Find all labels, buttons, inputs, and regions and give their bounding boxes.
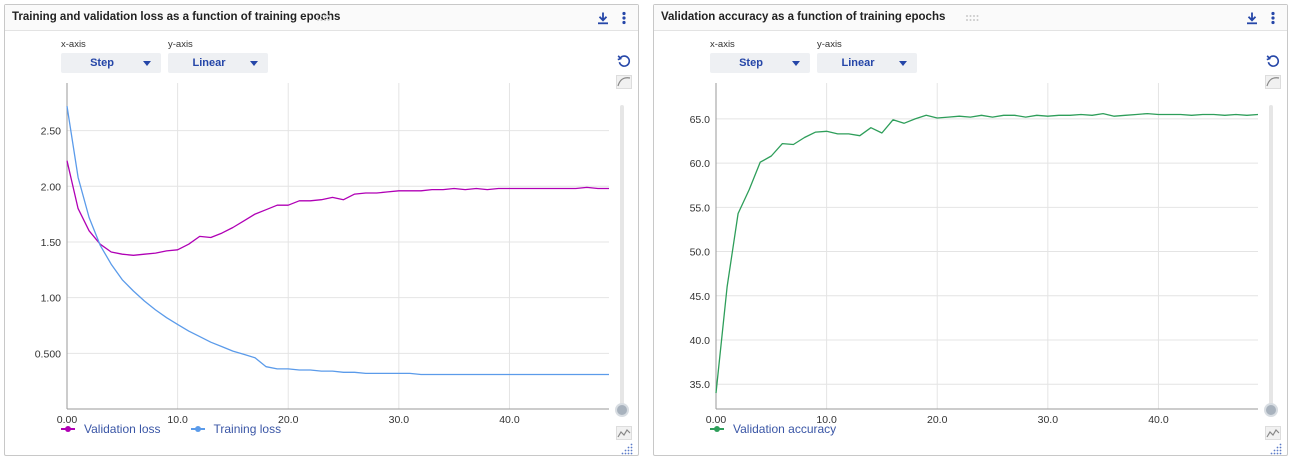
loss-chart-plot: 0.500 1.00 1.50 2.00 2.50 0.00 10.0 20.0 30.0 40.… — [35, 83, 609, 426]
x-tick-label: 10.0 — [816, 414, 837, 426]
y-tick-label: 60.0 — [690, 158, 711, 170]
reset-icon[interactable] — [616, 53, 632, 69]
x-axis-label: x-axis — [61, 39, 86, 50]
legend-swatch — [710, 424, 724, 434]
legend-label: Validation accuracy — [733, 422, 837, 436]
y-tick-label: 65.0 — [690, 114, 711, 126]
x-axis-select-value: Step — [739, 57, 763, 69]
x-axis-select-value: Step — [90, 57, 114, 69]
chart-mode-icon[interactable] — [616, 425, 632, 441]
y-tick-label: 50.0 — [690, 247, 711, 259]
caret-down-icon — [143, 61, 151, 66]
x-axis-select[interactable]: Step — [710, 53, 810, 73]
chart-legend: Validation accuracy — [710, 422, 836, 436]
x-tick-label: 40.0 — [499, 414, 520, 426]
y-axis-select[interactable]: Linear — [168, 53, 268, 73]
smoothing-slider-track[interactable] — [1269, 105, 1273, 410]
y-tick-label: 1.00 — [41, 293, 62, 305]
x-axis-label: x-axis — [710, 39, 735, 50]
loss-chart-panel: Training and validation loss as a functi… — [4, 4, 639, 456]
panel-header: Training and validation loss as a functi… — [5, 5, 638, 31]
smoothing-slider-thumb[interactable] — [1264, 403, 1278, 417]
y-tick-label: 2.50 — [41, 126, 62, 138]
legend-item-validation-loss[interactable]: Validation loss — [61, 422, 161, 436]
x-tick-label: 10.0 — [167, 414, 188, 426]
legend-item-validation-accuracy[interactable]: Validation accuracy — [710, 422, 836, 436]
series-line-validation-loss — [66, 160, 609, 256]
x-tick-label: 20.0 — [927, 414, 948, 426]
legend-swatch — [190, 424, 205, 434]
y-tick-label: 1.50 — [41, 237, 62, 249]
smoothing-icon[interactable] — [616, 74, 632, 90]
x-tick-label: 0.00 — [57, 414, 78, 426]
caret-down-icon — [792, 61, 800, 66]
drag-handle-icon[interactable] — [316, 9, 330, 21]
x-tick-label: 30.0 — [389, 414, 410, 426]
y-tick-label: 55.0 — [690, 202, 711, 214]
series-line-training-loss — [66, 106, 609, 376]
y-tick-label: 2.00 — [41, 181, 62, 193]
y-tick-label: 45.0 — [690, 291, 711, 303]
y-axis-label: y-axis — [817, 39, 842, 50]
legend-item-training-loss[interactable]: Training loss — [190, 422, 282, 436]
legend-swatch — [61, 424, 75, 434]
smoothing-slider-track[interactable] — [620, 105, 624, 410]
panel-header: Validation accuracy as a function of tra… — [654, 5, 1287, 31]
y-axis-select-value: Linear — [192, 57, 226, 69]
legend-label: Validation loss — [84, 422, 161, 436]
more-vert-icon[interactable] — [615, 9, 633, 27]
accuracy-chart-plot: 35.0 40.0 45.0 50.0 55.0 60.0 65.0 0.00 10.0 20.0… — [690, 83, 1259, 426]
series-line-validation-accuracy — [715, 112, 1259, 394]
y-tick-label: 35.0 — [690, 379, 711, 391]
drag-handle-icon[interactable] — [965, 9, 979, 21]
y-tick-label: 40.0 — [690, 335, 711, 347]
x-tick-label: 30.0 — [1038, 414, 1059, 426]
resize-icon[interactable] — [619, 441, 635, 457]
chart-legend: Validation loss Training loss — [61, 422, 281, 436]
panel-title: Training and validation loss as a functi… — [12, 11, 341, 23]
x-tick-label: 0.00 — [706, 414, 727, 426]
x-tick-label: 40.0 — [1148, 414, 1169, 426]
y-axis-select-value: Linear — [841, 57, 875, 69]
y-tick-label: 0.500 — [35, 348, 61, 360]
y-axis-select[interactable]: Linear — [817, 53, 917, 73]
caret-down-icon — [250, 61, 258, 66]
chart-mode-icon[interactable] — [1265, 425, 1281, 441]
smoothing-slider-thumb[interactable] — [615, 403, 629, 417]
download-icon[interactable] — [594, 9, 612, 27]
reset-icon[interactable] — [1265, 53, 1281, 69]
y-axis-label: y-axis — [168, 39, 193, 50]
smoothing-icon[interactable] — [1265, 74, 1281, 90]
panel-title: Validation accuracy as a function of tra… — [661, 11, 946, 23]
accuracy-chart-panel: Validation accuracy as a function of tra… — [653, 4, 1288, 456]
resize-icon[interactable] — [1268, 441, 1284, 457]
download-icon[interactable] — [1243, 9, 1261, 27]
x-tick-label: 20.0 — [278, 414, 299, 426]
more-vert-icon[interactable] — [1264, 9, 1282, 27]
x-axis-select[interactable]: Step — [61, 53, 161, 73]
caret-down-icon — [899, 61, 907, 66]
legend-label: Training loss — [213, 422, 282, 436]
